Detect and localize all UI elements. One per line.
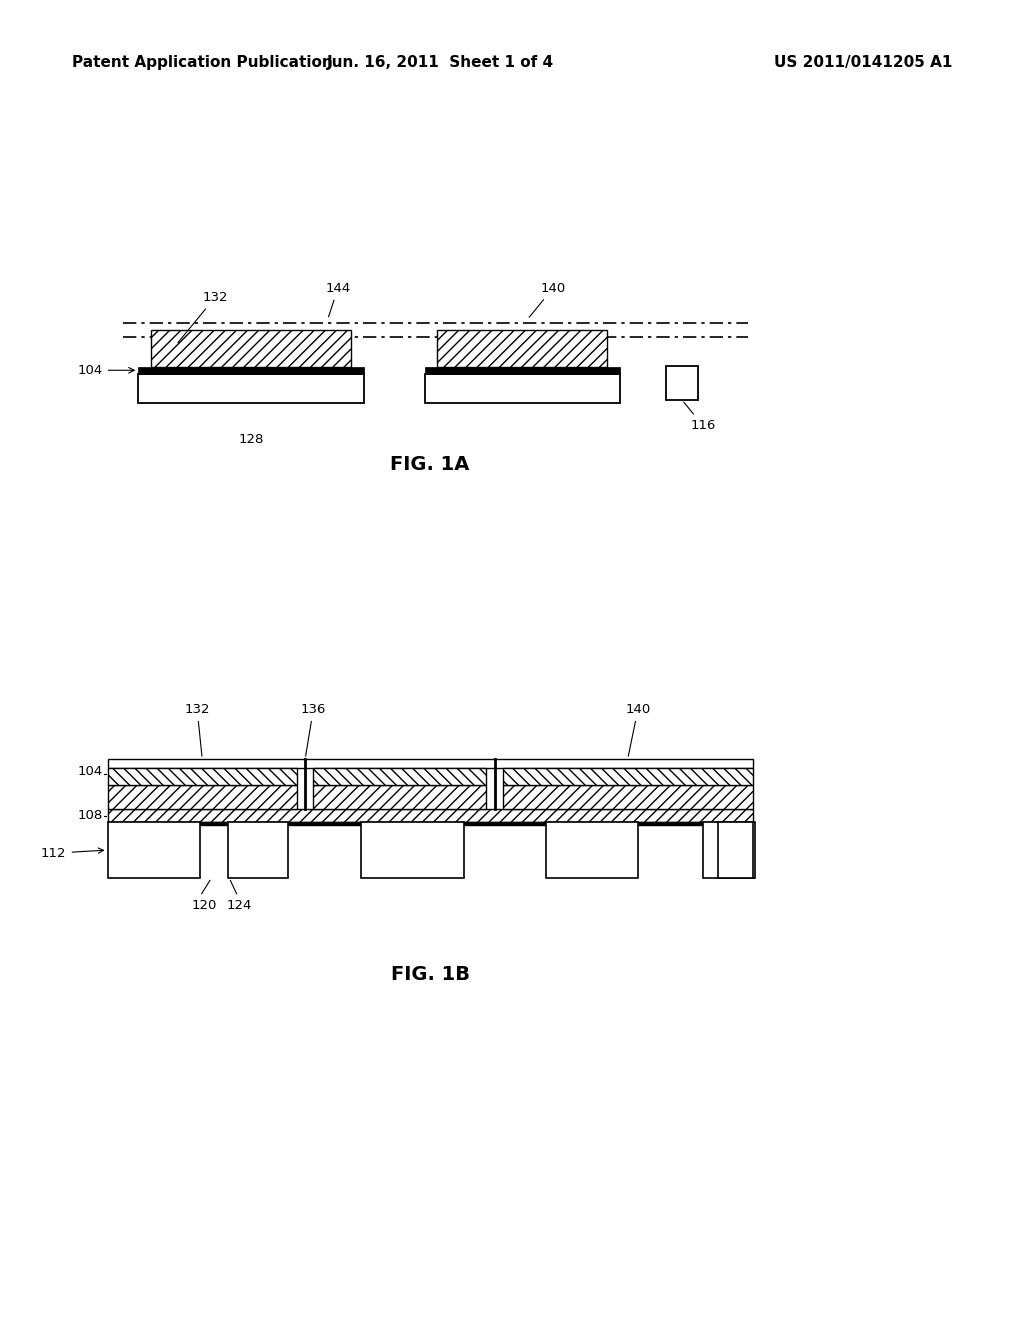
Bar — [503, 768, 753, 785]
Text: 128: 128 — [239, 433, 263, 446]
Text: FIG. 1A: FIG. 1A — [390, 455, 470, 474]
Text: FIG. 1B: FIG. 1B — [390, 965, 470, 983]
Text: 120: 120 — [191, 899, 216, 912]
Bar — [313, 768, 486, 785]
Bar — [108, 785, 297, 809]
Text: 104: 104 — [77, 364, 102, 376]
Text: 104: 104 — [77, 766, 102, 777]
Text: US 2011/0141205 A1: US 2011/0141205 A1 — [774, 54, 952, 70]
Text: 108: 108 — [77, 809, 102, 822]
Text: Jun. 16, 2011  Sheet 1 of 4: Jun. 16, 2011 Sheet 1 of 4 — [327, 54, 554, 70]
Text: Patent Application Publication: Patent Application Publication — [72, 54, 333, 70]
Bar — [425, 374, 620, 403]
Bar — [108, 759, 753, 768]
Text: 140: 140 — [529, 281, 565, 317]
Bar — [108, 822, 753, 826]
Bar — [361, 822, 464, 878]
Bar — [503, 785, 753, 809]
Text: 116: 116 — [684, 403, 716, 432]
Bar — [437, 330, 607, 367]
Bar — [151, 330, 351, 367]
Text: 132: 132 — [178, 290, 227, 343]
Text: 144: 144 — [326, 281, 350, 317]
Bar — [138, 374, 364, 403]
Text: 140: 140 — [626, 702, 650, 756]
Bar — [718, 822, 753, 878]
Bar — [666, 366, 698, 400]
Bar — [546, 822, 638, 878]
Text: 112: 112 — [41, 846, 103, 859]
Bar — [313, 785, 486, 809]
Text: 132: 132 — [184, 702, 210, 756]
Bar — [228, 822, 288, 878]
Bar — [425, 367, 620, 374]
Text: 124: 124 — [227, 899, 252, 912]
Text: 136: 136 — [301, 702, 326, 756]
Bar — [108, 822, 200, 878]
Bar — [703, 822, 755, 878]
Bar — [108, 809, 753, 822]
Bar — [108, 768, 297, 785]
Bar — [138, 367, 364, 374]
